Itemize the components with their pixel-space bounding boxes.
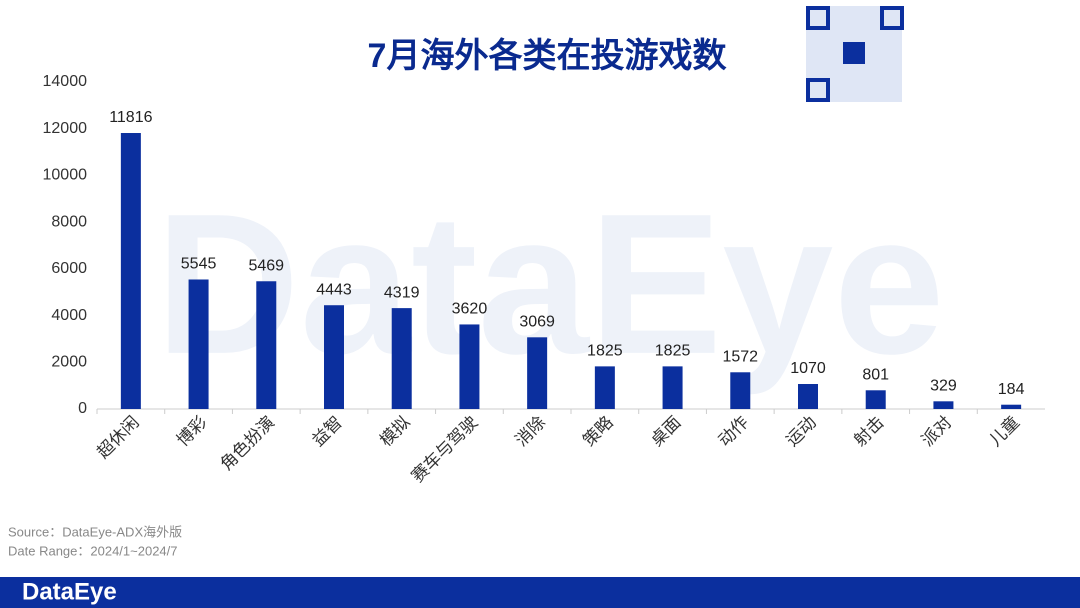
chart-title: 7月海外各类在投游戏数 bbox=[368, 36, 727, 75]
y-tick-label: 14000 bbox=[43, 73, 88, 90]
data-label: 1572 bbox=[722, 349, 758, 366]
y-tick-label: 10000 bbox=[43, 167, 88, 184]
bar bbox=[933, 401, 954, 409]
bar bbox=[324, 305, 344, 409]
y-tick-label: 2000 bbox=[51, 354, 87, 371]
x-tick-label: 运动 bbox=[783, 413, 820, 450]
bar bbox=[188, 279, 209, 409]
x-tick-label: 策略 bbox=[579, 413, 616, 450]
bar bbox=[527, 337, 548, 409]
data-label: 1825 bbox=[655, 343, 691, 360]
source-note: Source：DataEye-ADX海外版 bbox=[8, 524, 182, 539]
x-tick-label: 桌面 bbox=[647, 413, 684, 450]
data-label: 1825 bbox=[587, 343, 623, 360]
bar bbox=[391, 308, 412, 409]
data-label: 184 bbox=[998, 381, 1025, 398]
x-tick-label: 益智 bbox=[309, 413, 346, 450]
y-tick-label: 4000 bbox=[51, 307, 87, 324]
qr-code bbox=[806, 6, 904, 102]
x-tick-label: 超休闲 bbox=[93, 413, 142, 462]
data-label: 1070 bbox=[790, 360, 826, 377]
bar bbox=[120, 133, 141, 409]
data-label: 3069 bbox=[519, 314, 555, 331]
x-tick-label: 射击 bbox=[850, 413, 887, 450]
y-tick-label: 8000 bbox=[51, 213, 87, 230]
x-tick-label: 模拟 bbox=[376, 413, 413, 450]
x-tick-label: 角色扮演 bbox=[217, 413, 279, 475]
y-tick-label: 6000 bbox=[51, 260, 87, 277]
data-label: 4319 bbox=[384, 284, 420, 301]
x-tick-label: 消除 bbox=[512, 413, 549, 450]
data-label: 3620 bbox=[452, 301, 488, 318]
x-tick-label: 动作 bbox=[715, 413, 752, 450]
y-tick-label: 12000 bbox=[43, 120, 88, 137]
bar bbox=[594, 366, 615, 409]
bar bbox=[662, 366, 683, 409]
data-label: 801 bbox=[862, 367, 889, 384]
data-label: 329 bbox=[930, 378, 957, 395]
data-label: 11816 bbox=[109, 109, 152, 126]
x-tick-label: 儿童 bbox=[986, 413, 1023, 450]
footer-band bbox=[0, 577, 1080, 608]
y-tick-label: 0 bbox=[78, 400, 87, 417]
data-label: 5469 bbox=[248, 257, 284, 274]
bar bbox=[459, 324, 480, 409]
bar bbox=[1001, 404, 1022, 409]
bar bbox=[730, 372, 751, 409]
date-range-note: Date Range：2024/1~2024/7 bbox=[8, 543, 178, 558]
brand-logo: DataEye bbox=[22, 578, 117, 605]
x-tick-label: 博彩 bbox=[173, 413, 210, 450]
bar bbox=[798, 384, 818, 409]
x-tick-label: 赛车与驾驶 bbox=[407, 412, 481, 486]
x-tick-label: 派对 bbox=[918, 413, 955, 450]
bar bbox=[865, 390, 886, 409]
data-label: 4443 bbox=[316, 281, 352, 298]
watermark: DataEye bbox=[155, 173, 944, 396]
data-label: 5545 bbox=[181, 256, 217, 273]
bar bbox=[256, 281, 277, 409]
